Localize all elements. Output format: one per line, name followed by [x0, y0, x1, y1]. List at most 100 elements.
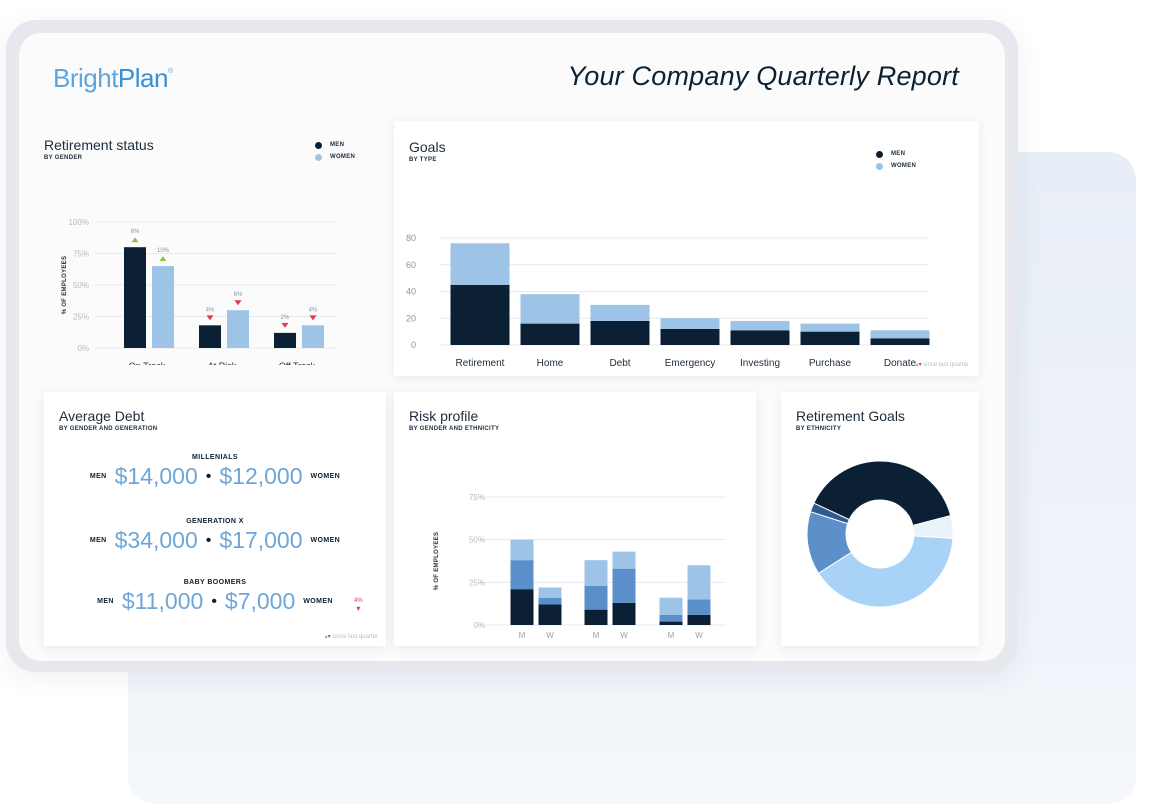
stack-segment: [584, 585, 608, 610]
bar-women: [730, 320, 790, 331]
bar-men: [660, 328, 720, 345]
men-label: MEN: [89, 537, 107, 544]
bar-women: [590, 304, 650, 321]
debt-group-baby-boomers: BABY BOOMERS MEN $11,000 • $7,000 WOMEN: [44, 579, 386, 615]
up-arrow-icon: ▴: [324, 634, 328, 640]
stack-segment: [659, 614, 683, 622]
card-title: Retirement status: [44, 137, 154, 153]
up-arrow-icon: [159, 256, 167, 262]
bar-women: [800, 323, 860, 332]
change-label: 2%: [281, 315, 290, 321]
bar-men: [124, 247, 146, 348]
bar-label: M: [519, 631, 526, 640]
brand-mark: ®: [167, 68, 173, 75]
stack-segment: [510, 560, 534, 590]
legend-women: WOMEN: [315, 151, 355, 163]
goals-card: Goals BY TYPE MEN WOMEN 0 20 40 60 80 Retirem…: [394, 121, 979, 376]
women-label: WOMEN: [310, 473, 341, 480]
retirement-status-card: Retirement status BY GENDER MEN WOMEN 0%…: [31, 119, 381, 365]
y-tick-label: 0%: [473, 621, 485, 630]
bar-men: [870, 338, 930, 345]
brand-logo: BrightPlan®: [53, 63, 173, 94]
legend-men: MEN: [315, 139, 355, 151]
down-arrow-icon: [206, 315, 214, 321]
bar-men: [800, 331, 860, 345]
x-tick-label: On Track: [129, 361, 166, 365]
separator-dot: •: [205, 467, 212, 485]
debt-change-indicator: 4% ▾: [354, 597, 363, 613]
card-subtitle: BY ETHNICITY: [796, 426, 842, 432]
debt-values: MEN $34,000 • $17,000 WOMEN: [44, 527, 386, 554]
bar-women: [520, 294, 580, 324]
x-tick-label: At Risk: [208, 361, 237, 365]
bar-men: [730, 330, 790, 345]
card-subtitle: BY TYPE: [409, 157, 437, 163]
stack-segment: [584, 609, 608, 625]
women-debt-value: $7,000: [224, 588, 296, 614]
bar-men: [199, 325, 221, 348]
down-arrow-icon: ▾: [327, 634, 331, 640]
goals-chart: 0 20 40 60 80 Retirement Home Debt Emergency Inve…: [406, 233, 930, 369]
card-subtitle: BY GENDER AND GENERATION: [59, 426, 158, 432]
y-tick-label: 50%: [73, 281, 89, 290]
risk-profile-chart: 0%25%50%75%% OF EMPLOYEESMWMWMWAggressiv…: [434, 493, 726, 640]
bar-men: [520, 323, 580, 345]
women-label: WOMEN: [310, 537, 341, 544]
legend: MEN WOMEN: [315, 139, 355, 163]
x-tick-label: Retirement: [456, 358, 505, 369]
down-arrow-icon: ▾: [918, 362, 922, 368]
bar-label: W: [546, 631, 554, 640]
retirement-goals-donut: [806, 460, 954, 608]
men-label: MEN: [97, 598, 114, 605]
stack-segment: [687, 599, 711, 615]
stack-segment: [612, 602, 636, 625]
debt-group-millenials: MILLENIALS MEN $14,000 • $12,000 WOMEN: [44, 454, 386, 490]
bar-women: [227, 310, 249, 348]
y-tick-label: 100%: [69, 218, 89, 227]
stack-segment: [659, 621, 683, 625]
y-axis-label: % OF EMPLOYEES: [434, 532, 440, 591]
card-subtitle: BY GENDER AND ETHNICITY: [409, 426, 500, 432]
stack-segment: [584, 560, 608, 586]
brand-name-part1: Bright: [53, 63, 118, 93]
men-debt-value: $11,000: [121, 588, 204, 614]
bar-label: W: [620, 631, 628, 640]
x-tick-label: Donate: [884, 358, 917, 369]
down-arrow-icon: [309, 315, 317, 321]
y-tick-label: 75%: [73, 250, 89, 259]
y-tick-label: 50%: [469, 536, 485, 545]
retirement-status-chart: 0% 25% 50% 75% 100% % OF EMPLOYEES On Track 6% 1…: [62, 218, 337, 365]
risk-profile-card: Risk profile BY GENDER AND ETHNICITY 0% 2…: [394, 392, 756, 646]
bar-women: [152, 266, 174, 348]
stack-segment: [687, 614, 711, 625]
y-tick-label: 80: [406, 233, 416, 243]
legend-men: MEN: [876, 148, 916, 160]
y-tick-label: 25%: [73, 313, 89, 322]
legend-women-swatch: [315, 153, 322, 161]
x-tick-label: Emergency: [665, 358, 716, 369]
debt-change-value: 4%: [354, 598, 363, 604]
legend-women: WOMEN: [876, 160, 916, 172]
x-tick-label: Purchase: [809, 358, 852, 369]
men-label: MEN: [89, 473, 107, 480]
debt-values: MEN $14,000 • $12,000 WOMEN: [44, 463, 386, 490]
generation-label: BABY BOOMERS: [183, 579, 247, 586]
y-tick-label: 0%: [77, 344, 89, 353]
stack-segment: [612, 568, 636, 603]
bar-label: W: [695, 631, 703, 640]
legend: MEN WOMEN: [876, 148, 916, 172]
legend-men-swatch: [315, 141, 322, 149]
debt-group-generation-x: GENERATION X MEN $34,000 • $17,000 WOMEN: [44, 518, 386, 554]
down-arrow-icon: [234, 300, 242, 306]
bar-women: [302, 325, 324, 348]
change-label: 4%: [206, 307, 215, 313]
card-subtitle: BY GENDER: [44, 155, 83, 161]
donut-slice: [809, 502, 850, 525]
bar-women: [870, 330, 930, 339]
x-tick-label: Off Track: [279, 361, 316, 365]
donut-slice: [813, 460, 952, 527]
y-tick-label: 75%: [469, 493, 485, 502]
bar-men: [274, 332, 296, 348]
debt-values: MEN $11,000 • $7,000 WOMEN: [44, 588, 386, 615]
bar-women: [660, 318, 720, 329]
